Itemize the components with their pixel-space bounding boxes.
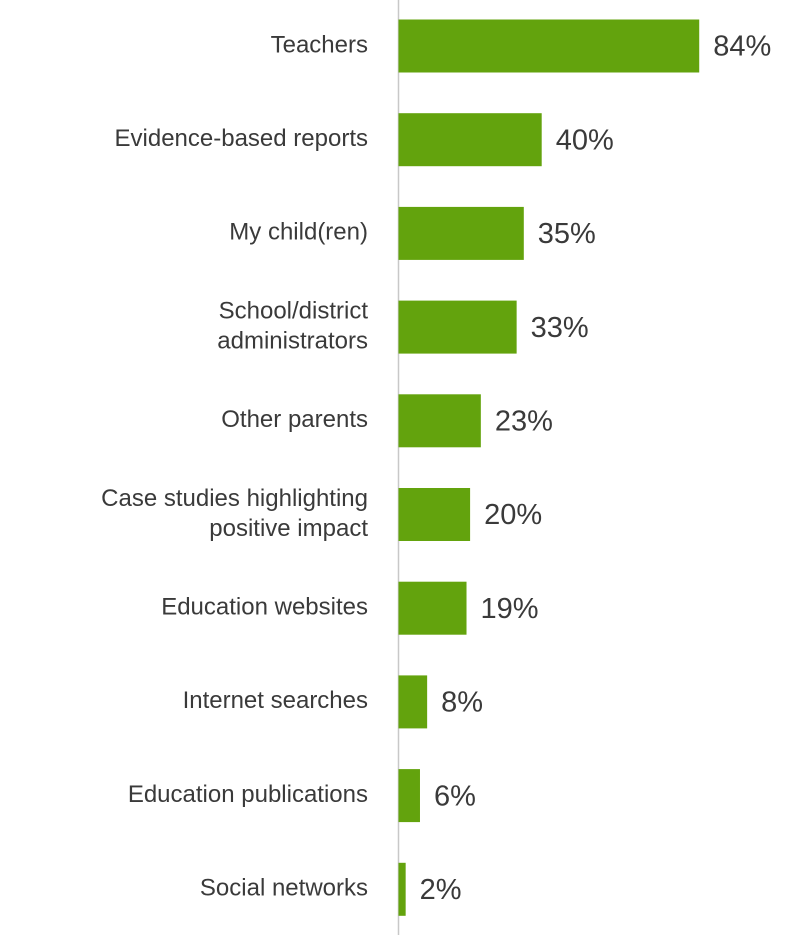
category-label: Internet searches — [183, 687, 368, 714]
value-label: 33% — [531, 312, 589, 344]
category-label: My child(ren) — [229, 219, 368, 246]
value-label: 84% — [713, 31, 771, 63]
value-label: 8% — [441, 687, 483, 719]
bar — [398, 19, 700, 73]
value-label: 19% — [481, 593, 539, 625]
value-label: 35% — [538, 218, 596, 250]
category-label: Education websites — [161, 594, 368, 621]
value-label: 40% — [556, 124, 614, 156]
bar — [398, 206, 524, 260]
value-label: 6% — [434, 780, 476, 812]
category-label: Teachers — [271, 31, 368, 58]
bar — [398, 581, 467, 635]
bar — [398, 394, 481, 448]
bar — [398, 113, 542, 167]
value-label: 2% — [420, 874, 462, 906]
bar — [398, 769, 420, 823]
category-label: School/district — [219, 297, 369, 324]
bar — [398, 300, 517, 354]
bar — [398, 675, 428, 729]
category-label: positive impact — [209, 515, 368, 542]
category-label: Social networks — [200, 875, 368, 902]
category-label: Education publications — [128, 781, 368, 808]
value-label: 20% — [484, 499, 542, 531]
category-label: Evidence-based reports — [115, 125, 368, 152]
bar — [398, 862, 406, 916]
category-label: Case studies highlighting — [101, 485, 368, 512]
value-label: 23% — [495, 405, 553, 437]
category-label: administrators — [217, 327, 368, 354]
bar — [398, 488, 471, 541]
category-label: Other parents — [221, 406, 368, 433]
